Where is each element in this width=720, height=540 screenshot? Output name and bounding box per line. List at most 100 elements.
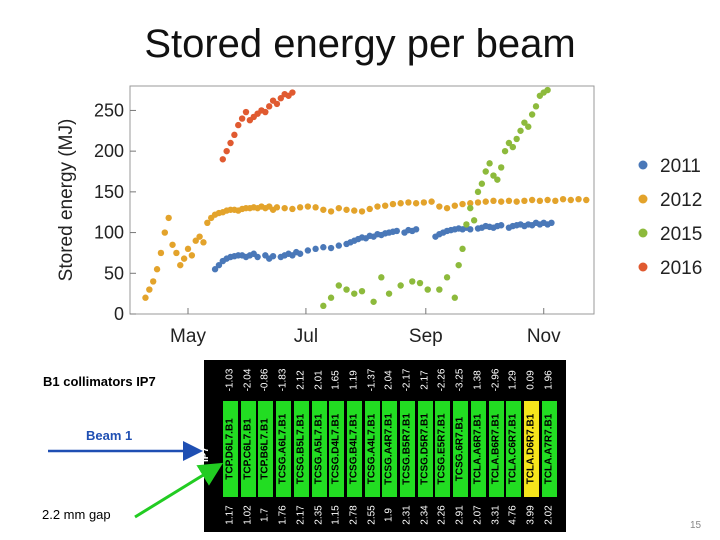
top-value-text: -1.83 <box>277 368 289 392</box>
data-point <box>327 244 335 252</box>
data-point <box>312 204 319 211</box>
data-point <box>397 282 404 289</box>
top-value-text: 2.12 <box>295 370 307 390</box>
data-point <box>428 198 435 205</box>
data-point <box>150 278 157 285</box>
collimator-name: TCSG.B4L7.B1 <box>348 413 360 485</box>
data-point <box>235 121 242 129</box>
data-point <box>161 229 168 236</box>
x-tick-label: May <box>170 326 206 347</box>
data-point <box>498 222 505 229</box>
y-axis-label: Stored energy (MJ) <box>56 119 77 282</box>
data-point <box>358 288 366 295</box>
collimator-bottom-value: 1.7 <box>257 499 274 532</box>
top-value-text: -2.17 <box>401 368 413 392</box>
data-point <box>424 286 431 293</box>
collimator-bar: TCLA.A7R7.B1 <box>541 401 557 497</box>
data-point <box>366 205 373 213</box>
top-value-text: 1.38 <box>472 370 484 390</box>
collimator-bottom-value: 2.07 <box>470 499 487 532</box>
data-point <box>528 111 536 118</box>
collimator-top-value: 2.01 <box>311 360 328 400</box>
data-point <box>536 197 544 205</box>
y-tick-label: 50 <box>104 263 124 283</box>
collimator-bottom-value: 4.76 <box>505 499 522 532</box>
data-point <box>223 147 230 155</box>
collimator-bar: TCLA.D6R7.B1 <box>523 401 539 497</box>
collimator-column: 1.65 TCSG.D4L7.B1 1.15 <box>328 360 345 532</box>
data-point <box>219 156 226 163</box>
collimator-top-value: -3.25 <box>452 360 469 400</box>
collimator-bottom-value: 2.02 <box>541 499 558 532</box>
collimator-name: TCLA.C6R7.B1 <box>507 413 519 485</box>
bottom-value-text: 2.17 <box>295 505 307 525</box>
collimator-top-value: -2.96 <box>488 360 505 400</box>
data-point <box>470 217 478 224</box>
data-point <box>277 95 284 102</box>
collimator-name: TCSG.A4R7.B1 <box>383 413 395 485</box>
top-value-text: -1.03 <box>224 368 236 392</box>
bottom-value-text: 1.76 <box>277 505 289 525</box>
collimator-bottom-value: 2.26 <box>434 499 451 532</box>
collimator-column: 1.96 TCLA.A7R7.B1 2.02 <box>541 360 558 532</box>
bottom-value-text: 2.07 <box>472 505 484 525</box>
legend-marker <box>638 262 648 272</box>
collimator-column: 0.09 TCLA.D6R7.B1 3.99 <box>523 360 540 532</box>
data-point <box>420 199 428 206</box>
data-point <box>173 249 180 257</box>
bottom-value-text: 1.9 <box>383 508 395 522</box>
top-value-text: -2.04 <box>242 368 254 392</box>
collimator-bottom-value: 1.76 <box>275 499 292 532</box>
data-point <box>304 203 312 210</box>
data-point <box>436 286 443 293</box>
data-point <box>343 206 350 213</box>
series-2016 <box>219 89 296 163</box>
data-point <box>335 204 342 212</box>
data-point <box>254 253 261 261</box>
top-value-text: 1.65 <box>330 370 342 390</box>
collimator-column: -2.17 TCSG.B5R7.B1 2.31 <box>399 360 416 532</box>
data-point <box>351 207 358 214</box>
data-point <box>378 274 385 281</box>
collimator-name: TCSG.A5L7.B1 <box>313 413 324 485</box>
collimator-bar: TCSG.A6L7.B1 <box>276 401 292 497</box>
data-point <box>269 252 277 260</box>
collimator-name: TCSG.6R7.B1 <box>454 416 466 482</box>
top-value-text: -3.25 <box>454 368 466 392</box>
data-point <box>296 204 304 211</box>
collimator-bar: TCSG.E5R7.B1 <box>435 401 451 497</box>
data-point <box>521 197 528 205</box>
data-point <box>320 244 327 251</box>
data-point <box>498 198 505 205</box>
data-point <box>513 198 520 205</box>
collimator-top-value: -1.03 <box>222 360 239 400</box>
bottom-value-text: 4.76 <box>507 505 519 525</box>
data-point <box>474 199 482 206</box>
data-point <box>490 197 497 205</box>
collimator-bottom-value: 2.55 <box>364 499 381 532</box>
data-point <box>165 214 172 222</box>
collimator-bar: TCP.B6L7.B1 <box>258 401 274 497</box>
data-point <box>146 286 153 293</box>
bottom-value-text: 2.78 <box>348 505 360 525</box>
collimator-column: 1.19 TCSG.B4L7.B1 2.78 <box>346 360 363 532</box>
collimator-bottom-value: 2.31 <box>399 499 416 532</box>
data-point <box>289 205 296 213</box>
data-point <box>478 180 486 187</box>
data-point <box>351 290 358 297</box>
data-point <box>211 266 219 273</box>
data-point <box>467 204 474 212</box>
data-point <box>169 241 176 248</box>
data-point <box>385 290 393 297</box>
x-tick-label: Nov <box>527 326 561 347</box>
data-point <box>157 249 165 257</box>
bottom-value-text: 2.55 <box>366 505 378 525</box>
collimator-column: 2.04 TCSG.A4R7.B1 1.9 <box>381 360 398 532</box>
y-tick-label: 150 <box>94 182 124 202</box>
data-point <box>443 204 451 212</box>
data-point <box>374 203 381 210</box>
data-point <box>262 108 269 116</box>
bottom-value-text: 1.17 <box>224 505 236 525</box>
bottom-value-text: 2.02 <box>543 505 555 525</box>
bottom-value-text: 1.15 <box>330 505 342 525</box>
